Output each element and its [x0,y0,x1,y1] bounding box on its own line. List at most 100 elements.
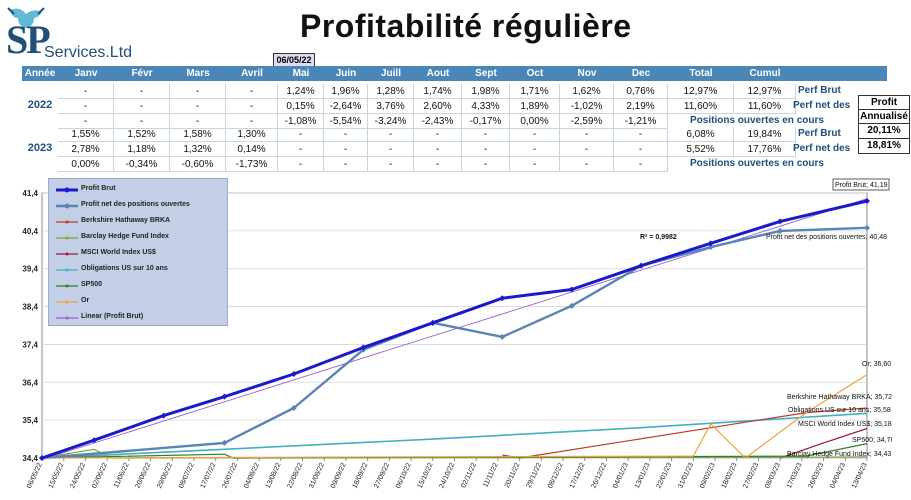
annotation-label: Obligations US sur 10 ans; 35,58 [788,407,891,414]
x-tick-label: 29/11/22 [526,462,544,489]
data-point [160,412,167,419]
table-cell: 0,00% [58,157,114,172]
column-header-12: Dec [614,66,669,81]
table-cell: - [560,127,614,142]
x-tick-label: 20/06/22 [135,462,153,490]
table-cell: - [614,127,668,142]
x-tick-label: 09/02/23 [699,462,717,490]
legend-label: Berkshire Hathaway BRKA [81,217,171,224]
x-tick-label: 11/11/22 [482,462,499,489]
table-cell: - [114,114,170,129]
column-header-5: Mai [278,66,325,81]
annualized-net-value: 18,81% [858,138,910,154]
x-tick-label: 24/10/22 [438,462,456,490]
table-cell: 19,84% [734,127,796,142]
table-cell: -0,60% [170,157,226,172]
table-cell: -1,08% [278,114,324,129]
x-tick-label: 29/06/22 [156,462,174,490]
performance-chart: 34,4 35,4 36,4 37,4 38,4 39,4 40,4 41,4 06/05/22… [22,175,892,500]
table-cell: - [414,142,462,157]
table-cell: - [560,142,614,157]
table-cell: - [414,127,462,142]
annotation-label: Barclay Hedge Fund Index; 34,43 [787,451,891,458]
table-cell: - [170,114,226,129]
data-point [39,455,45,461]
table-cell: 17,76% [734,142,796,157]
legend-swatch [56,187,78,193]
table-cell: - [462,142,510,157]
table-cell: 4,33% [462,99,510,114]
row-label: Positions ouvertes en cours [690,158,824,169]
x-tick-label: 26/07/22 [221,462,239,490]
y-tick-label: 38,4 [22,303,38,312]
legend-swatch [56,220,78,224]
table-cell: 1,96% [324,84,368,99]
y-tick-label: 34,4 [22,454,38,463]
x-tick-label: 04/04/23 [829,462,847,490]
column-header-2: Févr [114,66,171,81]
table-cell: - [58,99,114,114]
year-label-2022: 2022 [27,99,53,111]
logo-sp-text: SP [6,17,51,62]
report-date: 06/05/22 [273,53,315,67]
year-label-2023: 2023 [27,142,53,154]
x-tick-label: 04/01/23 [612,462,630,490]
table-cell: 0,76% [614,84,668,99]
table-cell: 1,30% [226,127,278,142]
legend-swatch [56,252,78,256]
annotation-label: Berkshire Hathaway BRKA; 35,72 [787,394,892,401]
table-cell: - [414,157,462,172]
x-tick-label: 08/07/22 [178,462,196,490]
x-tick-label: 22/01/23 [656,462,674,490]
data-point [568,286,575,293]
row-label: Perf net des [793,100,851,111]
table-cell: - [368,127,414,142]
data-point [777,218,784,225]
legend-label: Or [81,297,90,304]
data-point [290,370,297,377]
table-cell: 1,24% [278,84,324,99]
table-cell: 0,14% [226,142,278,157]
table-cell: - [278,127,324,142]
series-line-4 [780,427,868,459]
table-cell: -1,73% [226,157,278,172]
table-cell: 2,78% [58,142,114,157]
data-point [568,302,575,309]
table-cell: - [510,157,560,172]
table-cell: - [114,84,170,99]
table-cell: - [324,127,368,142]
data-point [360,344,367,351]
table-cell: 0,15% [278,99,324,114]
monthly-performance-table: Année Janv Févr Mars Avril Mai Juin Juill Aout Se… [22,66,910,172]
bull-logo-icon [7,7,45,28]
chart-canvas: 34,4 35,4 36,4 37,4 38,4 39,4 40,4 41,4 06/05/22… [22,178,892,490]
column-header-7: Juill [368,66,415,81]
y-tick-label: 40,4 [22,227,38,236]
x-tick-label: 31/08/22 [308,462,326,490]
y-tick-label: 37,4 [22,340,38,349]
table-cell: 1,32% [170,142,226,157]
chart-legend: Profit Brut Profit net des positions ouve… [48,178,228,326]
data-point [707,244,714,251]
table-cell: 5,52% [668,142,734,157]
table-cell: - [58,114,114,129]
x-tick-label: 02/06/22 [91,462,109,490]
table-cell: 1,52% [114,127,170,142]
table-cell: - [560,157,614,172]
table-cell: 6,08% [668,127,734,142]
annotation-label: Profit net des positions ouvertes; 40,48 [766,234,887,241]
table-cell: 11,60% [734,99,796,114]
x-tick-label: 26/03/23 [808,462,826,490]
table-cell: 1,58% [170,127,226,142]
table-cell: - [226,84,278,99]
annualized-label-2: Annualisé [858,109,910,124]
table-cell: -1,21% [614,114,668,129]
table-cell: -0,34% [114,157,170,172]
data-point [864,224,870,231]
x-tick-label: 17/03/23 [786,462,804,490]
x-tick-label: 08/12/22 [547,462,565,490]
legend-swatch [56,316,78,320]
table-cell: 0,00% [510,114,560,129]
legend-swatch [56,284,78,288]
annotation-label: Profit Brut; 41,19 [835,182,888,189]
